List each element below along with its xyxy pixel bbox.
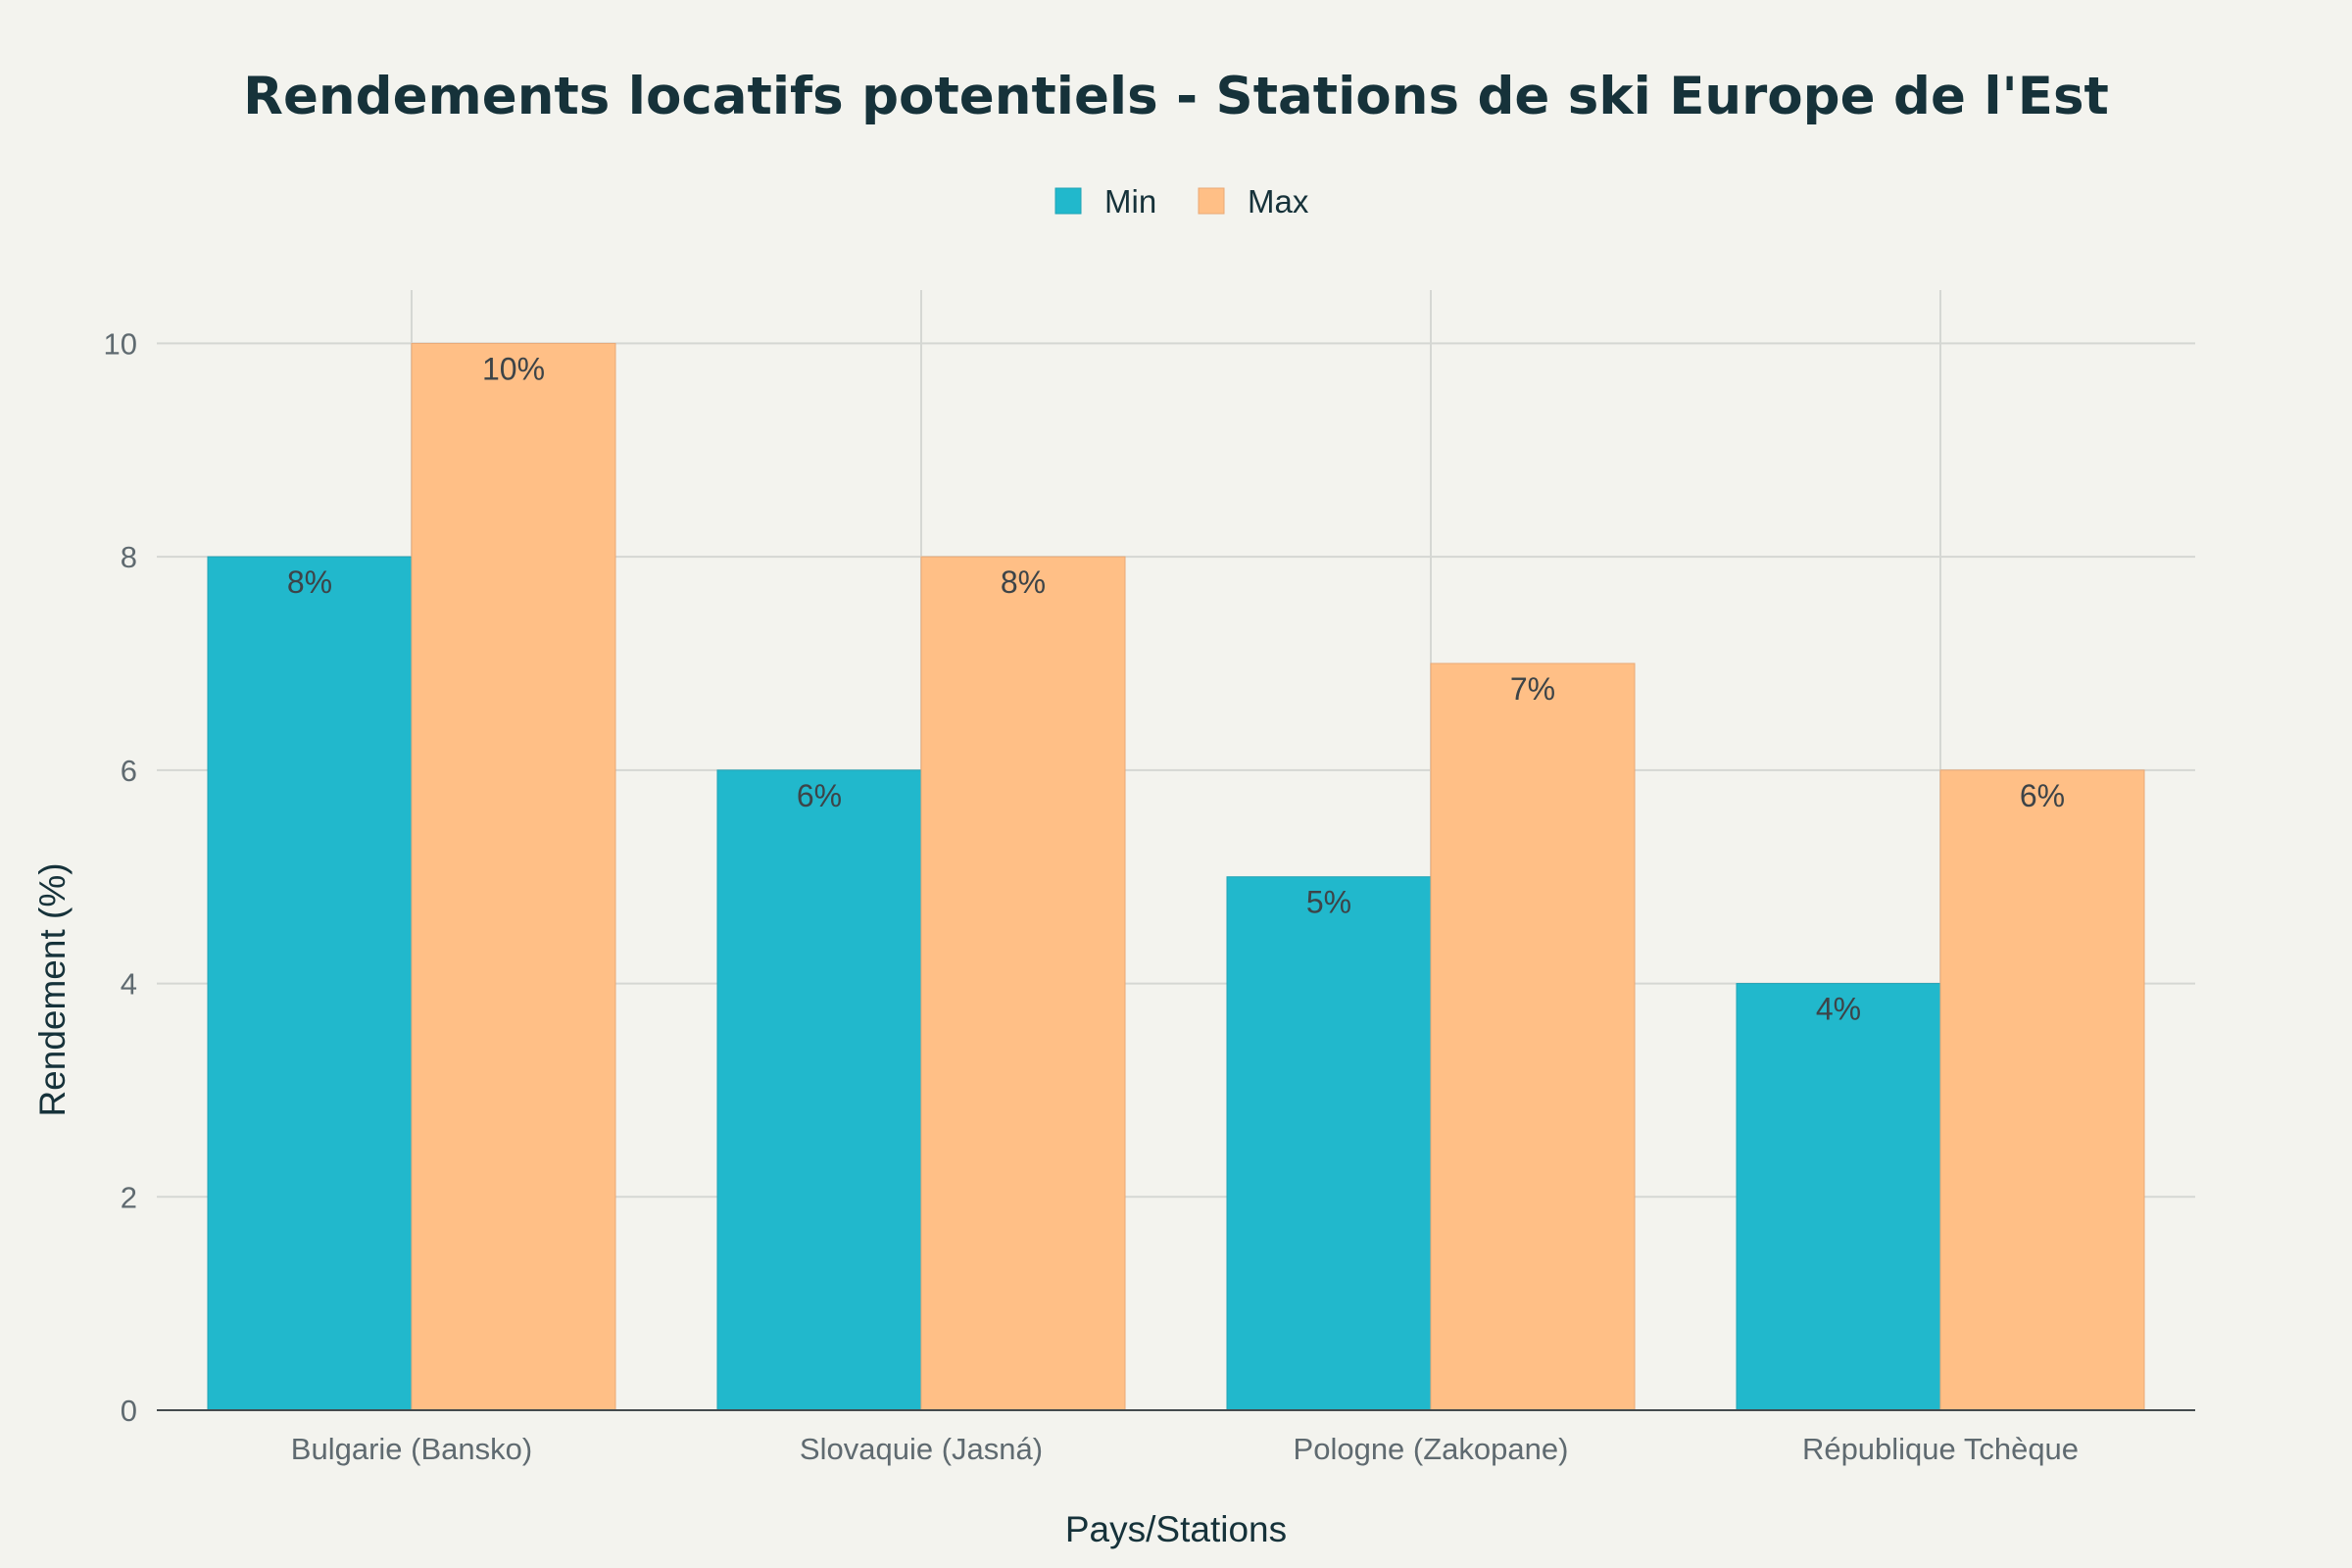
legend-label-max: Max [1248, 183, 1309, 220]
legend-swatch-max [1198, 187, 1225, 215]
data-label: 6% [2020, 778, 2065, 813]
y-tick-label: 6 [121, 754, 137, 788]
y-tick-label: 2 [121, 1180, 137, 1214]
y-axis-ticks: 0 2 4 6 8 10 [104, 326, 137, 1428]
bar-max [1430, 662, 1636, 1411]
x-axis-ticks: Bulgarie (Bansko) Slovaquie (Jasná) Pologn… [291, 1432, 2079, 1466]
data-label: 5% [1306, 885, 1351, 920]
bar-min [1736, 983, 1941, 1411]
data-label: 8% [287, 564, 332, 600]
bar-min [716, 769, 922, 1411]
y-tick-label: 8 [121, 540, 137, 574]
bar-max [1939, 769, 2145, 1411]
y-tick-label: 0 [121, 1394, 137, 1428]
data-label: 10% [482, 351, 545, 386]
x-tick-label: Slovaquie (Jasná) [800, 1432, 1043, 1466]
bar-min [207, 556, 413, 1411]
x-tick-label: République Tchèque [1802, 1432, 2079, 1466]
legend: Min Max [1054, 183, 1309, 220]
y-tick-label: 4 [121, 967, 137, 1002]
data-label: 6% [797, 778, 842, 813]
chart-title: Rendements locatifs potentiels - Station… [243, 67, 2109, 126]
bar-max [920, 556, 1126, 1411]
vertical-gridlines [411, 290, 1941, 1410]
x-tick-label: Pologne (Zakopane) [1294, 1432, 1569, 1466]
y-tick-label: 10 [104, 326, 137, 361]
bar-min [1226, 876, 1432, 1411]
data-label: 4% [1816, 992, 1861, 1027]
data-label: 8% [1001, 564, 1046, 600]
data-labels: 8% 10% 6% 8% 5% 7% 4% 6% [287, 351, 2065, 1026]
bars [207, 342, 2145, 1411]
x-axis-title: Pays/Stations [1065, 1509, 1287, 1549]
legend-swatch-min [1054, 187, 1082, 215]
y-axis-title: Rendement (%) [32, 862, 73, 1116]
bar-max [411, 342, 616, 1411]
x-tick-label: Bulgarie (Bansko) [291, 1432, 532, 1466]
data-label: 7% [1510, 671, 1555, 707]
legend-label-min: Min [1104, 183, 1156, 220]
